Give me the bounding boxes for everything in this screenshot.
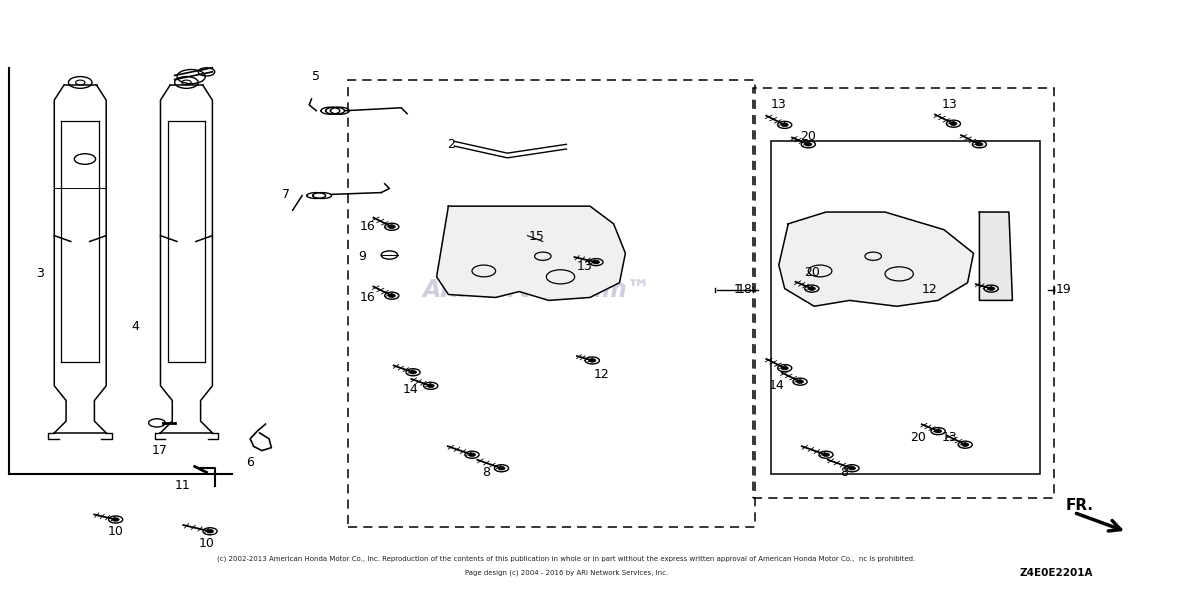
Circle shape <box>781 123 788 127</box>
Circle shape <box>112 518 119 521</box>
Circle shape <box>468 453 476 456</box>
Circle shape <box>962 443 969 446</box>
Circle shape <box>976 143 983 146</box>
Text: 12: 12 <box>594 368 610 380</box>
Text: 12: 12 <box>922 283 938 296</box>
Bar <box>348 80 755 527</box>
Text: ARI PartStream™: ARI PartStream™ <box>422 278 651 302</box>
Text: 20: 20 <box>910 431 926 444</box>
Text: 8: 8 <box>840 466 847 479</box>
Circle shape <box>988 287 995 290</box>
Text: 10: 10 <box>198 537 215 550</box>
Text: 15: 15 <box>529 230 545 243</box>
Circle shape <box>848 466 856 470</box>
Circle shape <box>808 287 815 290</box>
Text: FR.: FR. <box>1066 498 1094 513</box>
Text: 7: 7 <box>282 188 289 201</box>
Text: 2: 2 <box>447 138 454 151</box>
Circle shape <box>822 453 830 456</box>
Text: 13: 13 <box>942 431 958 444</box>
Text: 13: 13 <box>942 98 958 111</box>
Circle shape <box>409 370 417 374</box>
Circle shape <box>388 294 395 297</box>
Text: 14: 14 <box>768 379 785 392</box>
Bar <box>753 88 1054 498</box>
Circle shape <box>935 429 942 433</box>
Text: 13: 13 <box>771 98 787 111</box>
Text: Page design (c) 2004 - 2016 by ARI Network Services, Inc.: Page design (c) 2004 - 2016 by ARI Netwo… <box>465 569 668 576</box>
Text: 16: 16 <box>360 220 375 233</box>
Text: 6: 6 <box>247 456 254 469</box>
Circle shape <box>427 384 434 388</box>
Text: 19: 19 <box>1056 283 1071 296</box>
Polygon shape <box>779 212 974 306</box>
Text: 16: 16 <box>360 291 375 304</box>
Circle shape <box>796 380 804 383</box>
Circle shape <box>589 359 596 362</box>
Text: 11: 11 <box>175 479 191 492</box>
Circle shape <box>206 530 214 533</box>
Circle shape <box>805 143 812 146</box>
Text: 10: 10 <box>107 525 124 538</box>
Text: (c) 2002-2013 American Honda Motor Co., Inc. Reproduction of the contents of thi: (c) 2002-2013 American Honda Motor Co., … <box>217 555 916 562</box>
Text: 20: 20 <box>800 130 817 143</box>
Text: 1: 1 <box>734 283 742 296</box>
Circle shape <box>592 260 599 264</box>
Polygon shape <box>437 206 625 300</box>
Text: 20: 20 <box>804 266 820 279</box>
Text: 4: 4 <box>131 320 139 333</box>
Circle shape <box>388 225 395 229</box>
Text: 9: 9 <box>358 250 366 263</box>
Text: 3: 3 <box>35 267 44 280</box>
Text: Z4E0E2201A: Z4E0E2201A <box>1020 568 1093 577</box>
Text: 8: 8 <box>483 466 490 479</box>
Text: 18: 18 <box>738 283 753 296</box>
Text: 5: 5 <box>313 70 320 83</box>
Polygon shape <box>979 212 1012 300</box>
Text: 14: 14 <box>402 383 419 396</box>
Circle shape <box>498 466 505 470</box>
Circle shape <box>950 122 957 125</box>
Bar <box>771 141 1040 474</box>
Text: 13: 13 <box>576 260 592 273</box>
Text: 17: 17 <box>151 444 168 457</box>
Circle shape <box>781 366 788 370</box>
